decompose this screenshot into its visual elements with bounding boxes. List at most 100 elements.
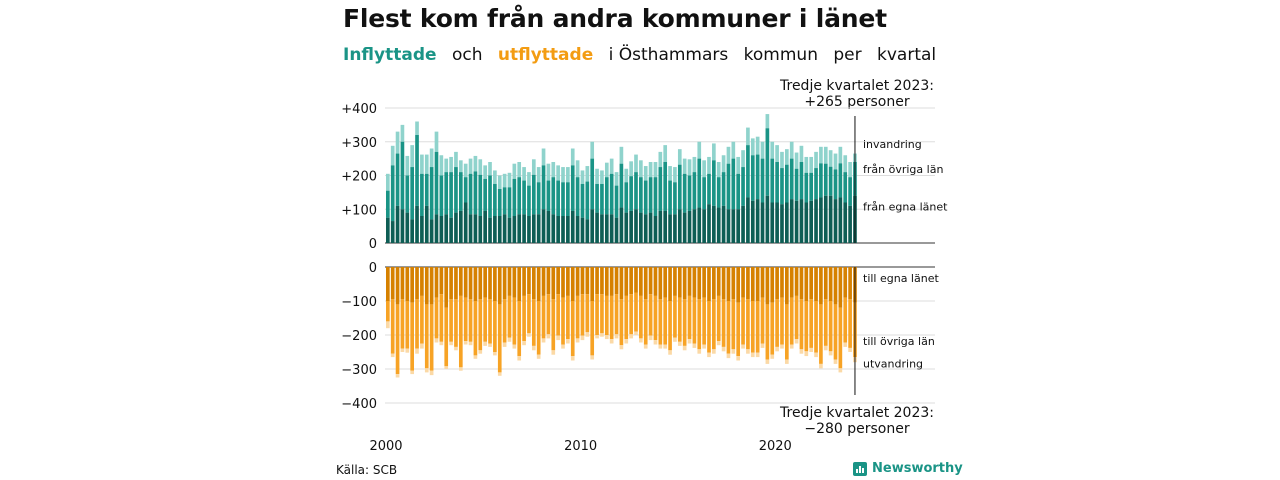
bar-till-egna-lanet [692, 267, 697, 298]
bar-invandring [789, 141, 794, 159]
bar-till-egna-lanet [750, 267, 755, 301]
bar-fran-ovriga-lan [833, 169, 838, 200]
subtitle-och: och [451, 45, 483, 65]
bar-fran-egna-lanet [600, 214, 604, 243]
bar-utvandring [386, 321, 390, 329]
x-tick-label: 2020 [759, 439, 792, 454]
bar-till-ovriga-lan [444, 307, 449, 367]
bar-fran-egna-lanet [658, 210, 663, 243]
bar-invandring [750, 138, 755, 156]
bar-fran-ovriga-lan [458, 172, 463, 211]
bar-utvandring [595, 335, 599, 339]
bar-utvandring [780, 344, 784, 349]
bar-till-ovriga-lan [546, 294, 551, 335]
bar-fran-ovriga-lan [590, 158, 595, 210]
bar-till-ovriga-lan [765, 304, 770, 360]
bar-till-ovriga-lan [692, 297, 697, 344]
bar-fran-ovriga-lan [643, 180, 648, 215]
bar-utvandring [833, 359, 838, 364]
bar-invandring [595, 168, 599, 184]
bar-till-egna-lanet [775, 267, 779, 300]
bar-till-egna-lanet [653, 267, 658, 296]
chart-title: Flest kom från andra kommuner i länet [343, 4, 887, 33]
bar-utvandring [770, 354, 775, 359]
bar-till-ovriga-lan [823, 299, 828, 346]
bar-fran-ovriga-lan [420, 173, 424, 216]
bar-invandring [444, 158, 449, 173]
bar-fran-ovriga-lan [507, 187, 512, 218]
bar-till-egna-lanet [731, 267, 736, 300]
bar-invandring [833, 153, 838, 170]
bar-invandring [512, 163, 517, 179]
bar-till-ovriga-lan [677, 297, 682, 342]
bar-fran-egna-lanet [760, 202, 765, 243]
bar-fran-egna-lanet [580, 217, 585, 243]
bar-fran-egna-lanet [794, 200, 799, 243]
bar-fran-ovriga-lan [395, 153, 400, 206]
series-label-invandring: invandring [863, 138, 922, 151]
bar-utvandring [712, 349, 716, 354]
bar-invandring [439, 155, 444, 176]
bar-fran-ovriga-lan [702, 177, 706, 210]
bar-invandring [527, 172, 531, 186]
bar-fran-ovriga-lan [619, 163, 624, 208]
bar-utvandring [410, 370, 414, 375]
bar-utvandring [687, 339, 692, 344]
bar-till-egna-lanet [712, 267, 716, 300]
subtitle-kommun-name: i Östhammars [608, 45, 729, 65]
bar-invandring [697, 141, 702, 159]
bar-till-egna-lanet [799, 267, 804, 300]
bar-fran-ovriga-lan [687, 175, 692, 211]
bar-utvandring [405, 348, 410, 353]
bar-till-egna-lanet [619, 267, 624, 300]
bar-fran-ovriga-lan [400, 141, 405, 210]
y-tick-label-top: +200 [341, 170, 377, 185]
bar-invandring [420, 154, 424, 174]
bar-fran-ovriga-lan [814, 168, 818, 200]
bar-utvandring [517, 356, 522, 361]
bar-till-egna-lanet [726, 267, 731, 301]
bar-fran-ovriga-lan [819, 163, 823, 198]
bar-till-ovriga-lan [580, 294, 585, 336]
bar-till-egna-lanet [765, 267, 770, 305]
bar-till-ovriga-lan [673, 295, 677, 338]
bar-till-egna-lanet [507, 267, 512, 296]
bar-till-ovriga-lan [843, 297, 848, 343]
bar-utvandring [721, 346, 726, 352]
bar-till-egna-lanet [634, 267, 638, 293]
bar-till-ovriga-lan [507, 295, 512, 338]
bar-utvandring [434, 338, 439, 343]
bar-till-ovriga-lan [609, 295, 614, 340]
bar-till-ovriga-lan [833, 304, 838, 360]
bar-utvandring [531, 345, 536, 351]
bar-fran-ovriga-lan [775, 162, 779, 203]
y-tick-label-bottom: −300 [341, 363, 377, 378]
bar-invandring [702, 160, 706, 178]
bar-fran-ovriga-lan [429, 167, 434, 220]
bar-till-ovriga-lan [712, 299, 716, 350]
bar-invandring [395, 131, 400, 154]
bar-invandring [585, 166, 590, 182]
bar-till-ovriga-lan [395, 304, 400, 375]
bar-utvandring [741, 344, 745, 349]
bar-fran-egna-lanet [755, 199, 760, 243]
bar-fran-ovriga-lan [746, 145, 750, 198]
bar-fran-ovriga-lan [595, 183, 599, 213]
bar-utvandring [493, 352, 497, 356]
bar-fran-egna-lanet [639, 212, 643, 243]
bar-till-ovriga-lan [780, 297, 784, 345]
bar-utvandring [463, 341, 468, 345]
bar-till-egna-lanet [478, 267, 483, 300]
bar-invandring [429, 148, 434, 168]
bar-fran-egna-lanet [731, 209, 736, 243]
bar-fran-ovriga-lan [823, 163, 828, 196]
bar-till-egna-lanet [420, 267, 424, 296]
bar-fran-ovriga-lan [463, 177, 468, 203]
bar-fran-ovriga-lan [483, 178, 487, 211]
bar-fran-ovriga-lan [556, 180, 560, 216]
bar-utvandring [415, 348, 419, 354]
bar-fran-egna-lanet [507, 217, 512, 243]
bar-utvandring [420, 343, 424, 349]
bar-invandring [405, 155, 410, 176]
bar-till-ovriga-lan [488, 299, 492, 344]
